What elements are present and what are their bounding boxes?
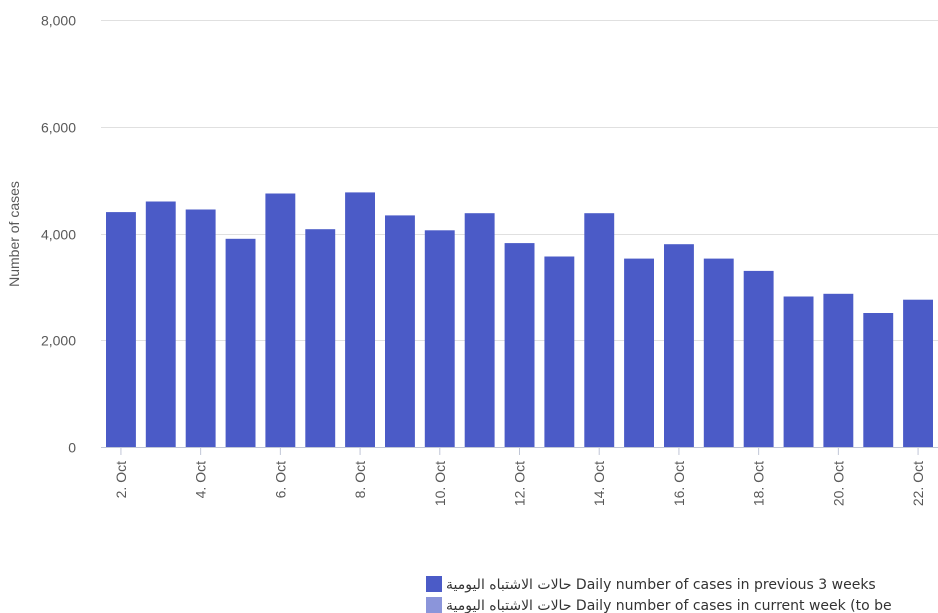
bar[interactable]	[743, 270, 774, 447]
bar[interactable]	[106, 212, 136, 447]
bars	[106, 192, 933, 447]
bar[interactable]	[544, 256, 575, 448]
x-tick-label: 14. Oct	[591, 461, 607, 506]
bar[interactable]	[345, 192, 375, 447]
legend-label: حالات الاشتباه اليومية Daily number of c…	[446, 577, 876, 593]
bar[interactable]	[385, 215, 415, 447]
bar[interactable]	[504, 243, 535, 447]
x-tick-label: 18. Oct	[751, 461, 767, 506]
bar[interactable]	[664, 244, 694, 447]
legend-label: حالات الاشتباه اليومية Daily number of c…	[446, 598, 892, 613]
x-tick-label: 12. Oct	[512, 461, 528, 506]
bar[interactable]	[464, 213, 495, 447]
legend-item[interactable]: حالات الاشتباه اليومية Daily number of c…	[426, 597, 892, 613]
x-tick-label: 2. Oct	[113, 461, 129, 498]
bar[interactable]	[265, 193, 296, 448]
bar[interactable]	[185, 209, 216, 448]
y-axis-ticks: 0 2,000 4,000 6,000 8,000	[41, 13, 76, 456]
legend-item[interactable]: حالات الاشتباه اليومية Daily number of c…	[426, 576, 876, 593]
bar[interactable]	[145, 201, 176, 448]
bar[interactable]	[584, 213, 615, 447]
y-axis-title: Number of cases	[6, 181, 22, 287]
x-tick-label: 16. Oct	[671, 461, 687, 506]
bar[interactable]	[624, 258, 654, 447]
bar[interactable]	[903, 299, 933, 447]
y-tick-label: 2,000	[41, 333, 76, 349]
x-axis-ticks: 2. Oct 4. Oct 6. Oct 8. Oct 10. Oct 12. Oct 14…	[113, 447, 926, 506]
x-tick-label: 4. Oct	[193, 461, 209, 498]
y-tick-label: 8,000	[41, 13, 76, 29]
bar[interactable]	[424, 230, 455, 447]
legend-swatch	[426, 597, 442, 613]
bar[interactable]	[863, 313, 894, 447]
bar[interactable]	[703, 258, 734, 447]
y-tick-label: 6,000	[41, 120, 76, 136]
bar[interactable]	[225, 238, 256, 447]
y-tick-label: 0	[68, 440, 76, 456]
bar[interactable]	[305, 229, 336, 447]
x-tick-label: 20. Oct	[830, 461, 846, 506]
x-tick-label: 8. Oct	[352, 461, 368, 498]
legend-swatch	[426, 576, 442, 592]
x-tick-label: 10. Oct	[432, 461, 448, 506]
x-tick-label: 6. Oct	[272, 461, 288, 498]
bar[interactable]	[783, 296, 814, 448]
x-tick-label: 22. Oct	[910, 461, 926, 506]
bar[interactable]	[823, 293, 854, 447]
legend: حالات الاشتباه اليومية Daily number of c…	[426, 576, 892, 613]
y-tick-label: 4,000	[41, 227, 76, 243]
